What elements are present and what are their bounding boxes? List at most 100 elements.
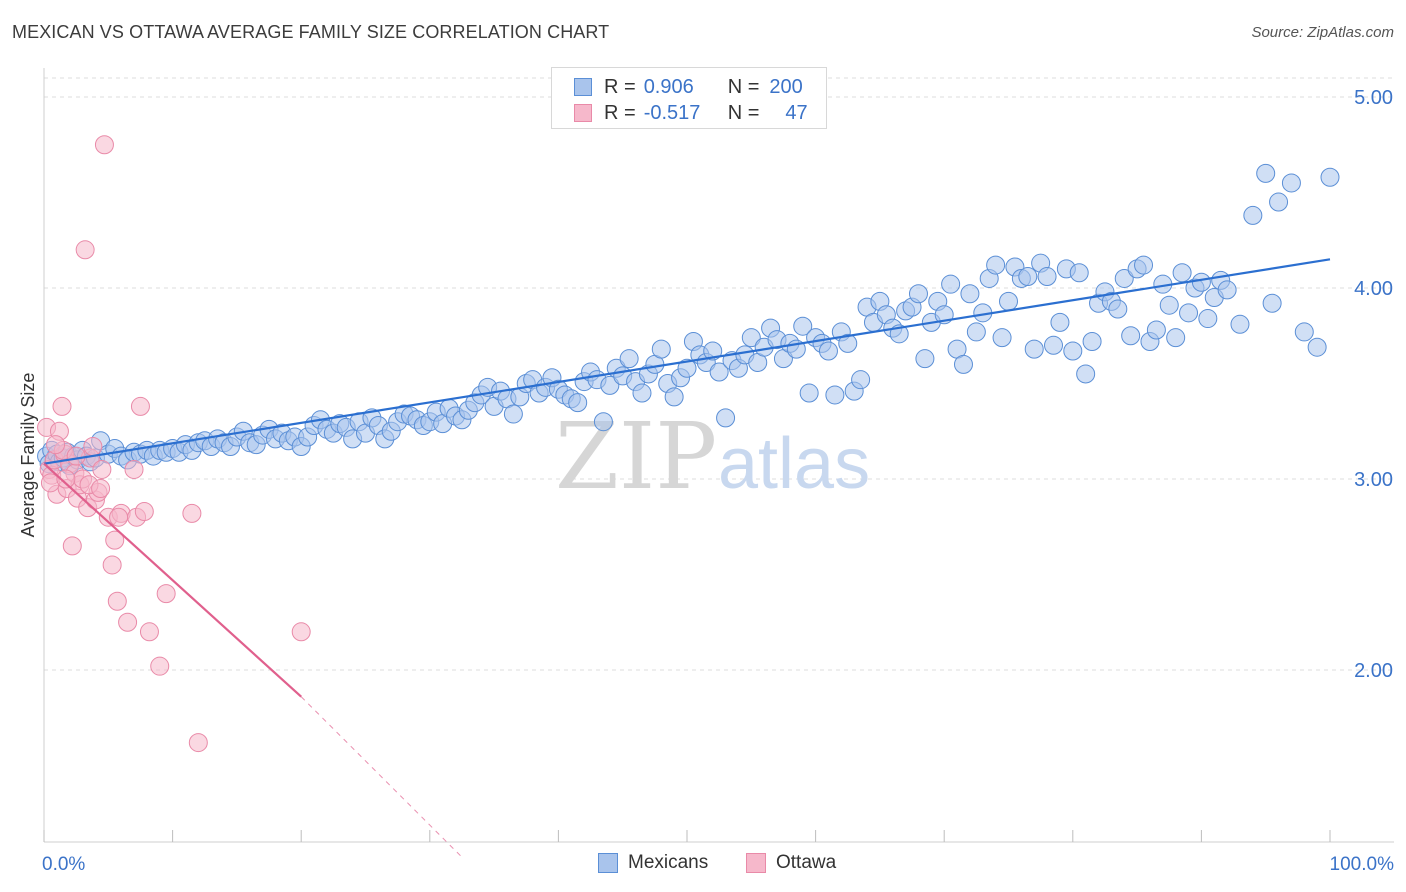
mexicans-point	[632, 383, 652, 403]
mexicans-point	[1191, 272, 1211, 292]
mexicans-point	[986, 255, 1006, 275]
x-tick-label: 100.0%	[1330, 854, 1395, 875]
ottawa-point	[291, 622, 311, 642]
mexicans-point	[1108, 299, 1128, 319]
ottawa-point	[83, 437, 103, 457]
mexicans-point	[818, 341, 838, 361]
mexicans-point	[1281, 173, 1301, 193]
mexicans-point	[1069, 263, 1089, 283]
tick-labels: 2.00 3.00 4.00 5.00 0.0% 100.0%	[42, 87, 1394, 875]
bottom-swatch-ottawa	[746, 853, 766, 873]
legend-r-label: R =	[604, 101, 636, 124]
y-tick-label: 3.00	[1354, 469, 1393, 491]
mexicans-point	[568, 393, 588, 413]
mexicans-point	[593, 412, 613, 432]
legend-swatch-mexicans	[574, 78, 592, 96]
mexicans-point	[1320, 167, 1340, 187]
mexicans-point	[703, 341, 723, 361]
mexicans-point	[1134, 255, 1154, 275]
mexicans-point	[1121, 326, 1141, 346]
mexicans-point	[1172, 263, 1192, 283]
mexicans-point	[799, 383, 819, 403]
legend: R = 0.906 N = 200 R = -0.517 N = 47	[551, 67, 827, 129]
mexicans-point	[1063, 341, 1083, 361]
ottawa-point	[52, 396, 72, 416]
chart-source: Source: ZipAtlas.com	[1251, 24, 1394, 41]
mexicans-point	[960, 284, 980, 304]
mexicans-point	[915, 349, 935, 369]
ottawa-point	[56, 469, 76, 489]
watermark-atlas: atlas	[718, 424, 870, 504]
bottom-legend-label: Ottawa	[776, 852, 837, 873]
mexicans-point	[941, 274, 961, 294]
ottawa-point	[182, 503, 202, 523]
mexicans-point	[1230, 314, 1250, 334]
mexicans-point	[1044, 335, 1064, 355]
legend-n-value: 47	[785, 101, 808, 124]
legend-r-value: 0.906	[643, 75, 694, 98]
ottawa-point	[139, 622, 159, 642]
bottom-legend-label: Mexicans	[628, 852, 709, 873]
mexicans-point	[600, 375, 620, 395]
mexicans-point	[1179, 303, 1199, 323]
y-tick-label: 2.00	[1354, 660, 1393, 682]
mexicans-point	[1269, 192, 1289, 212]
legend-n-label: N =	[727, 75, 760, 98]
mexicans-point	[825, 385, 845, 405]
mexicans-point	[1262, 293, 1282, 313]
ottawa-point	[156, 584, 176, 604]
mexicans-point	[1082, 331, 1102, 351]
trend-lines	[43, 258, 1331, 858]
mexicans-point	[619, 349, 639, 369]
mexicans-point	[1166, 328, 1186, 348]
ottawa-point	[130, 396, 150, 416]
mexicans-point	[1050, 312, 1070, 332]
ottawa-point	[105, 530, 125, 550]
mexicans-point	[1198, 309, 1218, 329]
mexicans-point	[1076, 364, 1096, 384]
legend-row-mexicans: R = 0.906 N = 200	[574, 75, 803, 99]
ottawa-trend-line	[43, 462, 302, 698]
mexicans-point	[741, 328, 761, 348]
x-tick-label: 0.0%	[42, 854, 85, 875]
mexicans-point	[1159, 295, 1179, 315]
y-tick-label: 5.00	[1354, 87, 1393, 109]
mexicans-point	[1024, 339, 1044, 359]
ottawa-points	[37, 135, 311, 753]
ottawa-point	[91, 479, 111, 499]
bottom-legend-mexicans: Mexicans	[598, 852, 708, 874]
ottawa-point	[134, 501, 154, 521]
ottawa-point	[150, 656, 170, 676]
mexicans-point	[1146, 320, 1166, 340]
mexicans-point	[1256, 163, 1276, 183]
mexicans-point	[908, 284, 928, 304]
mexicans-point	[1018, 267, 1038, 287]
watermark-zip: ZIP	[555, 403, 717, 510]
ottawa-point	[66, 446, 86, 466]
mexicans-point	[1243, 205, 1263, 225]
legend-n-label: N =	[727, 101, 760, 124]
mexicans-point	[503, 404, 523, 424]
mexicans-point	[1294, 322, 1314, 342]
mexicans-point	[999, 291, 1018, 311]
legend-r-label: R =	[604, 75, 636, 98]
ottawa-point	[46, 435, 66, 455]
ottawa-point	[188, 733, 208, 753]
watermark: ZIP atlas	[555, 403, 870, 510]
legend-r-value: -0.517	[643, 101, 701, 124]
mexicans-points	[37, 163, 1340, 476]
mexicans-point	[966, 322, 986, 342]
mexicans-point	[838, 333, 858, 353]
ottawa-point	[92, 459, 112, 479]
mexicans-point	[651, 339, 671, 359]
mexicans-point	[677, 358, 697, 378]
ottawa-point	[75, 240, 95, 260]
mexicans-point	[1037, 267, 1057, 287]
mexicans-point	[992, 328, 1012, 348]
mexicans-point	[793, 316, 813, 336]
legend-row-ottawa: R = -0.517 N = 47	[574, 101, 808, 125]
y-tick-label: 4.00	[1354, 278, 1393, 300]
mexicans-point	[709, 362, 729, 382]
ottawa-point	[118, 612, 138, 632]
